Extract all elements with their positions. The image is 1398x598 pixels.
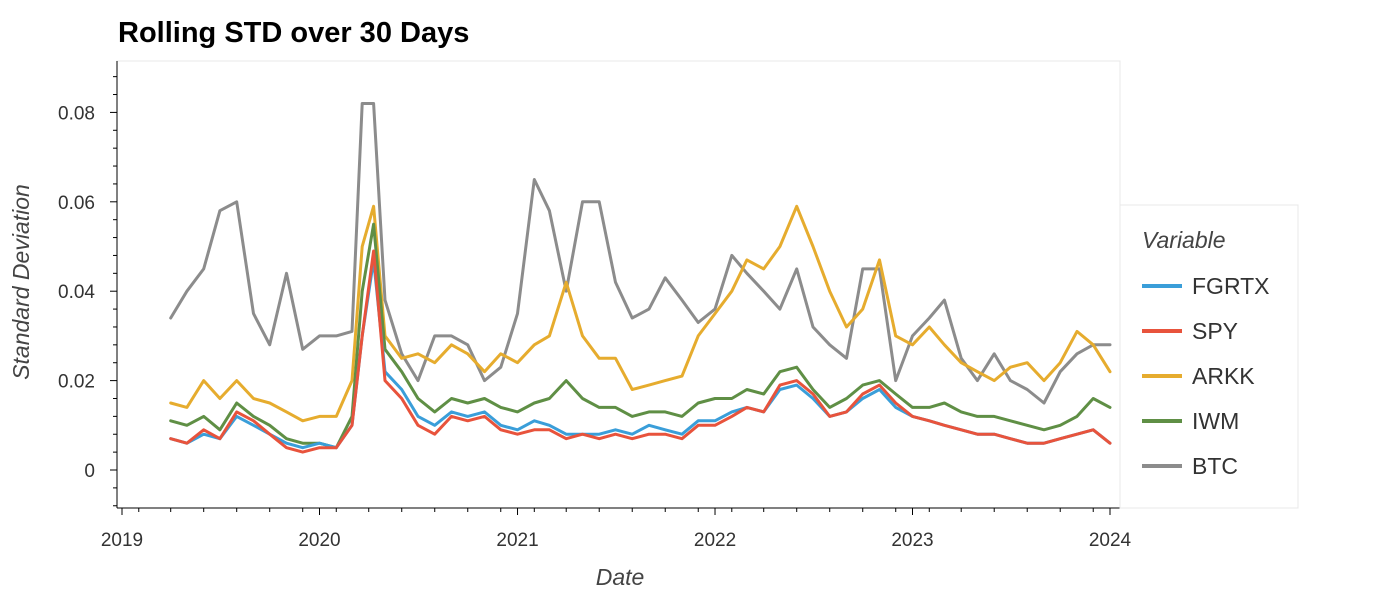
- legend-item-btc: BTC: [1142, 453, 1238, 479]
- x-tick-label: 2019: [101, 530, 143, 551]
- y-tick-label: 0.08: [58, 103, 95, 124]
- legend-title: Variable: [1142, 227, 1226, 253]
- x-tick-label: 2022: [694, 530, 736, 551]
- x-tick-label: 2024: [1089, 530, 1132, 551]
- plot-border: [116, 60, 1121, 509]
- plot-area: [116, 60, 1121, 509]
- x-axis: 2019 2020 2021 2022 2023 2024: [101, 507, 1132, 551]
- y-axis: 0 0.02 0.04 0.06 0.08: [58, 61, 118, 508]
- y-tick-label: 0.02: [58, 372, 95, 393]
- series-line-btc: [169, 102, 1112, 405]
- y-tick-label: 0.04: [58, 282, 95, 303]
- legend-label: ARKK: [1192, 363, 1255, 389]
- legend-item-spy: SPY: [1142, 318, 1238, 344]
- legend: Variable FGRTX SPY ARKK IWM BTC: [1119, 204, 1299, 509]
- legend-item-fgrtx: FGRTX: [1142, 273, 1270, 299]
- legend-item-arkk: ARKK: [1142, 363, 1255, 389]
- x-tick-label: 2020: [298, 530, 340, 551]
- legend-label: FGRTX: [1192, 273, 1270, 299]
- x-tick-label: 2021: [496, 530, 538, 551]
- series-line-spy: [169, 249, 1112, 454]
- chart-title: Rolling STD over 30 Days: [118, 17, 469, 49]
- legend-label: SPY: [1192, 318, 1238, 344]
- legend-label: IWM: [1192, 408, 1239, 434]
- y-tick-label: 0: [84, 461, 95, 482]
- series-line-arkk: [169, 204, 1112, 423]
- y-axis-title: Standard Deviation: [8, 184, 34, 380]
- legend-box: [1119, 204, 1299, 509]
- legend-item-iwm: IWM: [1142, 408, 1239, 434]
- y-tick-label: 0.06: [58, 193, 95, 214]
- legend-label: BTC: [1192, 453, 1238, 479]
- series-lines: [169, 102, 1112, 454]
- x-tick-label: 2023: [891, 530, 933, 551]
- x-axis-title: Date: [596, 564, 645, 590]
